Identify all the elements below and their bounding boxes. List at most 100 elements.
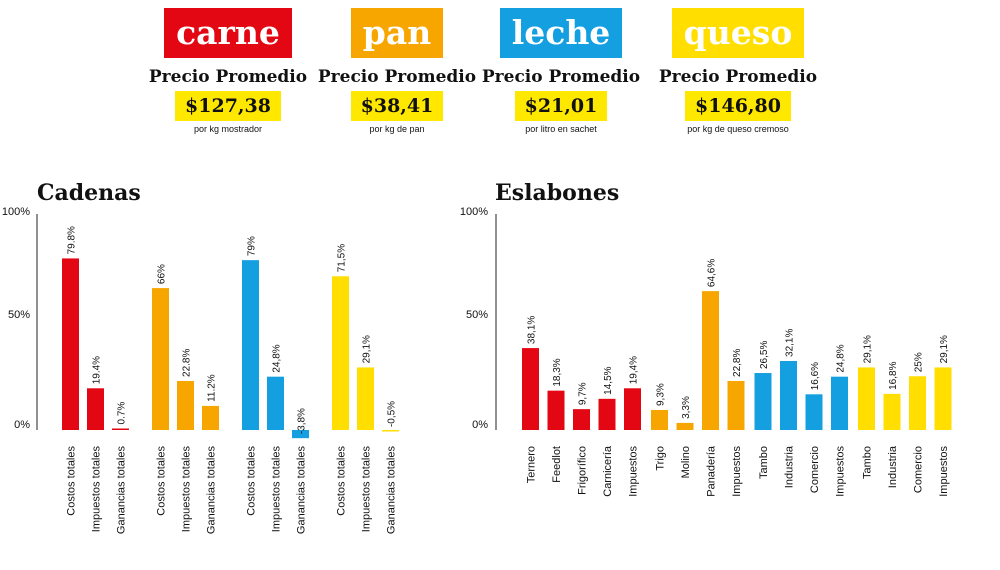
bar-value-label: 38,1% [527,316,538,344]
category-label: Frigorífico [577,446,589,495]
category-label: Impuestos totales [271,446,283,533]
bar-value-label: 16,6% [810,362,821,390]
product-price: $38,41 [350,91,444,121]
bar [202,405,219,430]
category-label: Panadería [706,445,718,497]
bar [883,393,901,430]
bar [702,291,719,430]
bar-value-label: 24,8% [272,344,283,372]
product-pan: pan Precio Promedio $38,41 por kg de pan [297,8,497,134]
product-carne: carne Precio Promedio $127,38 por kg mos… [128,8,328,134]
bar-value-label: 19.4% [92,356,103,384]
bar [332,276,349,430]
bar [292,430,309,439]
category-label: Impuestos [628,446,640,497]
bar-value-label: 11.2% [207,374,218,402]
product-unit: por kg mostrador [193,124,263,134]
bar-value-label: 24,8% [836,344,847,372]
category-label: Ganancias totales [116,446,128,535]
bar [242,260,259,430]
bar [522,348,539,430]
bar [547,390,565,430]
bar [780,360,797,430]
category-label: Tambo [862,446,874,479]
category-label: Industria [887,445,899,488]
bar-value-label: -0,5% [387,401,398,427]
product-subtitle: Precio Promedio [658,67,818,87]
y-tick-label: 50% [466,309,488,321]
bar [831,376,848,430]
bar [112,428,129,430]
bar-value-label: 22,8% [732,349,743,377]
bar-value-label: -3,8% [297,408,308,434]
category-label: Carnicería [602,445,614,497]
bar-value-label: 71,5% [337,244,348,272]
product-name-tag: carne [164,8,292,58]
category-label: Costos totales [66,446,78,516]
category-label: Tambo [758,446,770,479]
bar-value-label: 9,7% [578,382,589,405]
bar-value-label: 64,6% [707,259,718,287]
category-label: Impuestos [731,446,743,497]
category-label: Trigo [655,446,667,471]
category-label: Comercio [809,446,821,493]
bar-value-label: 14,5% [603,366,614,394]
y-tick-label: 0% [472,419,488,431]
category-label: Impuestos [938,446,950,497]
bar [573,409,590,430]
bar-value-label: 32,1% [785,329,796,357]
category-label: Feedlot [551,446,563,483]
bar-value-label: 79% [247,236,258,256]
bar-value-label: 18,3% [552,358,563,386]
bar [805,394,823,430]
product-subtitle: Precio Promedio [481,67,641,87]
product-name-tag: pan [350,8,444,58]
category-label: Industria [784,445,796,488]
product-name-tag: queso [671,8,805,58]
category-label: Impuestos totales [181,446,193,533]
product-price: $127,38 [175,91,281,121]
bar-value-label: 79.8% [67,226,78,254]
bar-value-label: 26,5% [759,341,770,369]
bar-value-label: 9,3% [656,383,667,406]
bar [858,367,875,430]
bar-value-label: 29,1% [362,335,373,363]
product-subtitle: Precio Promedio [317,67,477,87]
product-queso: queso Precio Promedio $146,80 por kg de … [638,8,838,134]
category-label: Ganancias totales [386,446,398,535]
bar [62,258,79,430]
bar [754,373,772,430]
product-subtitle: Precio Promedio [148,67,308,87]
category-label: Costos totales [246,446,258,516]
category-label: Ganancias totales [206,446,218,535]
category-label: Costos totales [336,446,348,516]
bar [624,388,641,430]
product-unit: por kg de pan [369,124,425,134]
bar [598,398,616,430]
bar [651,410,668,430]
bar [382,430,399,432]
category-label: Ganancias totales [296,446,308,535]
y-tick-label: 100% [2,206,30,218]
bar-value-label: 25% [914,352,925,372]
bar [934,367,952,430]
bar-value-label: 29,1% [939,335,950,363]
bar-value-label: 3,3% [681,396,692,419]
category-label: Impuestos totales [361,446,373,533]
bar-value-label: 29,1% [863,335,874,363]
bar [267,376,284,430]
chart-title-cadenas: Cadenas [37,180,141,206]
bar-value-label: 66% [157,264,168,284]
chart-title-eslabones: Eslabones [495,180,620,206]
category-label: Comercio [913,446,925,493]
category-label: Ternero [526,446,538,483]
bar [676,422,694,430]
category-label: Impuestos [835,446,847,497]
product-price: $146,80 [685,91,791,121]
bar [727,380,745,430]
bar-value-label: 16,8% [888,361,899,389]
product-unit: por litro en sachet [525,124,597,134]
bar-value-label: 22.8% [182,349,193,377]
product-leche: leche Precio Promedio $21,01 por litro e… [461,8,661,134]
y-tick-label: 100% [460,206,488,218]
